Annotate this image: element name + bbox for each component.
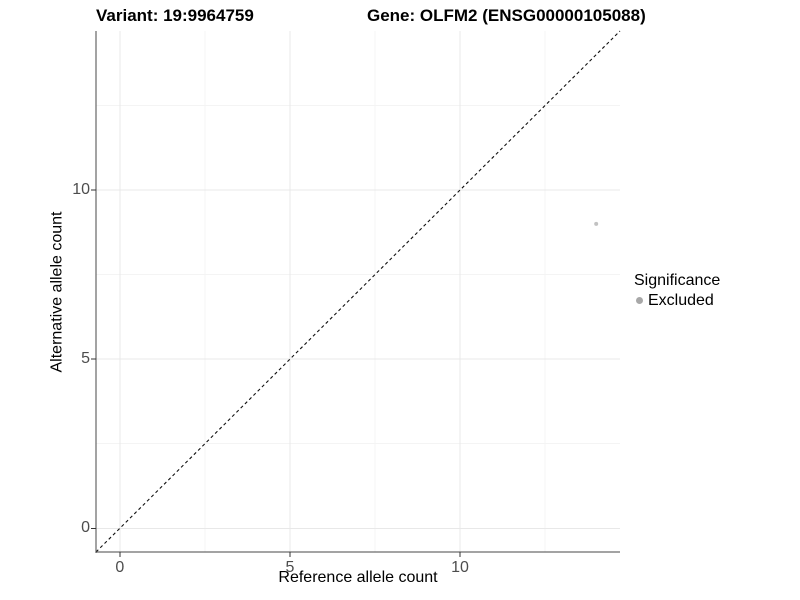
legend-title: Significance [634, 272, 721, 289]
identity-line [95, 30, 621, 553]
y-tick-label-5: 5 [81, 350, 90, 368]
data-point [594, 221, 599, 226]
x-tick-label-5: 5 [285, 559, 295, 576]
plot-title-gene: Gene: OLFM2 (ENSG00000105088) [367, 6, 646, 25]
y-axis-title: Alternative allele count [48, 211, 66, 372]
legend-item-excluded: Excluded [636, 291, 720, 310]
y-tick-label-0: 0 [81, 519, 90, 537]
x-tick-label-10: 10 [451, 559, 469, 576]
x-axis-title: Reference allele count [278, 569, 438, 586]
y-axis-title-box: Alternative allele count [49, 31, 66, 552]
legend-item-label: Excluded [648, 292, 714, 309]
x-tick-label-0: 0 [115, 559, 125, 576]
legend: Significance Excluded [634, 271, 720, 310]
legend-point-icon [636, 297, 643, 304]
y-tick-label-10: 10 [72, 181, 90, 198]
plot-title-variant: Variant: 19:9964759 [96, 6, 254, 25]
